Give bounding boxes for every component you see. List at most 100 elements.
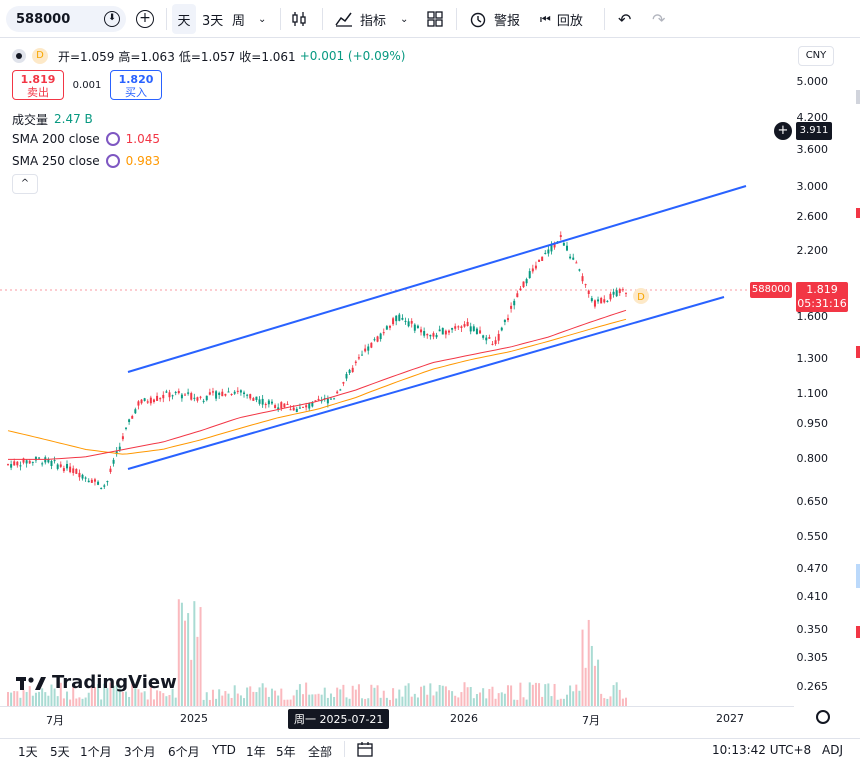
volume-bar — [587, 619, 590, 706]
volume-bar — [115, 685, 118, 706]
replay-button[interactable]: ⏮ 回放 — [540, 0, 583, 38]
candle-body — [413, 324, 416, 331]
sell-button[interactable]: 1.819 卖出 — [12, 70, 64, 100]
interval-week-button[interactable]: 周 — [232, 0, 245, 38]
symbol-search[interactable]: 588000 ⬇ — [6, 6, 126, 32]
candle-body — [385, 326, 388, 330]
tradingview-logo[interactable]: TradingView — [16, 672, 177, 693]
dividend-badge[interactable]: D — [32, 48, 48, 64]
chart-area[interactable]: D D 开=1.059 高=1.063 低=1.057 收=1.061 +0.0… — [0, 38, 860, 738]
candle-body — [28, 460, 31, 464]
candle-body — [230, 394, 233, 396]
volume-bar — [7, 692, 9, 706]
volume-bar — [410, 696, 413, 706]
volume-bar — [569, 685, 572, 706]
price-axis[interactable]: CNY 5.0004.2003.6003.0002.6002.2001.8001… — [794, 38, 856, 698]
clock-timezone[interactable]: 10:13:42 UTC+8 — [712, 743, 812, 757]
calendar-goto-icon[interactable] — [356, 741, 374, 760]
scroll-handle[interactable] — [856, 90, 860, 104]
interval-3day-button[interactable]: 3天 — [202, 0, 223, 38]
legend-collapse-button[interactable]: ^ — [12, 174, 38, 194]
candle-body — [177, 391, 180, 394]
candles — [7, 231, 627, 490]
volume-bar — [41, 688, 44, 706]
download-icon[interactable]: ⬇ — [104, 11, 120, 27]
chart-type-button[interactable] — [290, 0, 308, 38]
sma250-legend[interactable]: SMA 250 close 0.983 — [12, 152, 160, 170]
volume-legend[interactable]: 成交量 2.47 B — [12, 110, 93, 128]
undo-button[interactable]: ↶ — [618, 0, 631, 38]
volume-bar — [227, 693, 230, 706]
scroll-handle[interactable] — [856, 564, 860, 588]
time-axis[interactable]: 7月 2025 2026 7月 2027 周一 2025-07-21 — [0, 706, 794, 730]
candle-body — [625, 292, 627, 294]
interval-day-button[interactable]: 天 — [172, 4, 196, 34]
adjust-button[interactable]: ADJ — [822, 743, 843, 757]
visibility-dot-icon[interactable] — [12, 49, 26, 63]
price-axis-label: 1.600 — [796, 309, 829, 323]
right-edge-marker — [856, 208, 860, 218]
volume-bar — [525, 699, 528, 706]
chart-canvas[interactable]: D — [0, 38, 794, 706]
volume-bar — [503, 693, 506, 706]
range-5d-button[interactable]: 5天 — [50, 745, 70, 759]
volume-bar — [320, 694, 323, 706]
volume-bar — [93, 687, 96, 706]
indicators-button[interactable]: 指标 — [334, 0, 386, 38]
buy-button[interactable]: 1.820 买入 — [110, 70, 162, 100]
volume-bar — [342, 684, 345, 706]
range-5y-button[interactable]: 5年 — [276, 745, 296, 759]
price-axis-label: 0.410 — [796, 590, 829, 604]
candle-body — [270, 401, 273, 404]
range-6m-button[interactable]: 6个月 — [168, 745, 200, 759]
volume-bar — [500, 692, 503, 706]
interval-dropdown-chevron-icon[interactable]: ⌄ — [258, 13, 267, 25]
volume-bar — [90, 686, 93, 706]
add-alert-plus-icon[interactable]: + — [774, 122, 792, 140]
candle-body — [544, 252, 547, 254]
price-axis-label: 0.305 — [796, 651, 829, 665]
lower-trendline[interactable] — [127, 296, 725, 470]
candle-body — [252, 398, 255, 401]
candle-body — [454, 326, 457, 329]
volume-bar — [534, 682, 537, 706]
volume-bar — [426, 694, 429, 706]
range-all-button[interactable]: 全部 — [308, 745, 333, 759]
range-3m-button[interactable]: 3个月 — [124, 745, 156, 759]
indicator-settings-icon[interactable] — [105, 154, 120, 168]
alert-button[interactable]: 警报 — [468, 0, 520, 38]
range-1m-button[interactable]: 1个月 — [80, 745, 112, 759]
settings-gear-icon[interactable] — [816, 710, 830, 724]
candle-body — [146, 401, 149, 403]
candle-body — [156, 395, 159, 401]
add-symbol-button[interactable]: + — [136, 0, 154, 38]
volume-bar — [416, 697, 419, 706]
candle-body — [618, 289, 621, 294]
bottom-divider — [344, 741, 345, 757]
candle-body — [519, 288, 522, 291]
candle-body — [75, 468, 78, 474]
range-1y-button[interactable]: 1年 — [246, 745, 266, 759]
upper-trendline[interactable] — [127, 185, 747, 373]
candle-body — [62, 468, 65, 472]
volume-bar — [239, 695, 242, 706]
range-1d-button[interactable]: 1天 — [18, 745, 38, 759]
dividend-marker[interactable] — [633, 288, 649, 304]
indicators-dropdown-chevron-icon[interactable]: ⌄ — [400, 13, 409, 25]
candle-body — [562, 243, 565, 246]
layout-button[interactable] — [426, 0, 444, 38]
candle-body — [587, 290, 590, 294]
redo-button[interactable]: ↷ — [652, 0, 665, 38]
candle-body — [444, 330, 447, 335]
sma200-legend[interactable]: SMA 200 close 1.045 — [12, 130, 160, 148]
candle-body — [513, 300, 516, 306]
range-ytd-button[interactable]: YTD — [212, 743, 236, 757]
volume-bar — [550, 696, 553, 706]
volume-bar — [370, 684, 373, 706]
indicator-settings-icon[interactable] — [105, 132, 120, 146]
currency-button[interactable]: CNY — [798, 46, 834, 66]
candle-body — [187, 392, 190, 394]
price-axis-label: 4.200 — [796, 110, 829, 124]
volume-bar — [444, 686, 447, 706]
candle-body — [575, 262, 578, 264]
